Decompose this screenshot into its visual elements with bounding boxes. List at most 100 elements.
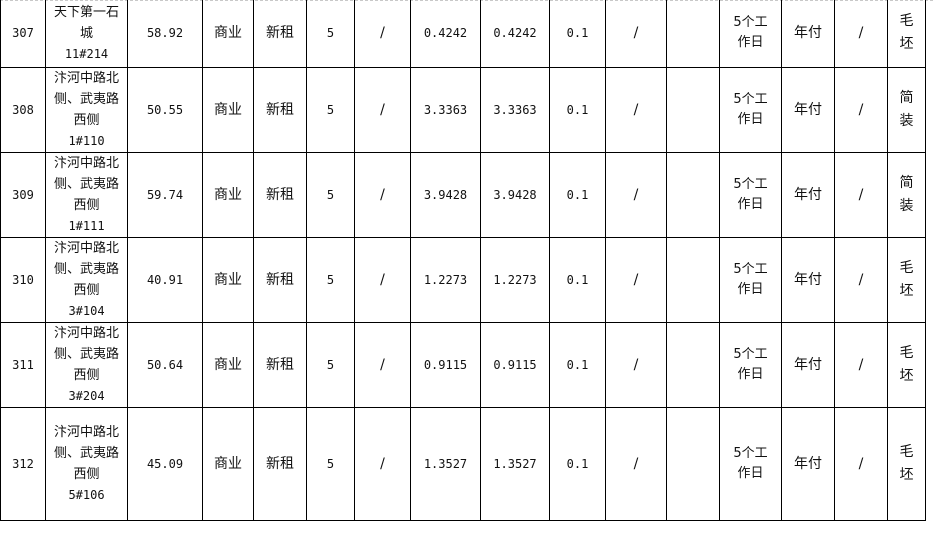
usage: 商业	[202, 0, 254, 68]
col15: /	[834, 66, 888, 153]
price-1: 3.9428	[410, 151, 481, 238]
property-location: 汴河中路北侧、武夷路西侧 1#111	[45, 151, 128, 238]
table-row: 307 天下第一石城 11#214 58.92 商业 新租 5 / 0.4242 …	[0, 0, 926, 68]
increment: 0.1	[549, 0, 606, 68]
price-1: 0.9115	[410, 321, 481, 408]
col15: /	[834, 0, 888, 68]
usage: 商业	[202, 66, 254, 153]
row-number: 309	[0, 151, 46, 238]
decoration: 简装	[887, 151, 926, 238]
decoration: 毛坯	[887, 0, 926, 68]
table-row: 312 汴河中路北侧、武夷路西侧 5#106 45.09 商业 新租 5 / 1.…	[0, 406, 926, 521]
price-1: 1.3527	[410, 406, 481, 521]
price-1: 1.2273	[410, 236, 481, 323]
payment-term: 5个工作日	[719, 151, 782, 238]
lease-type: 新租	[253, 406, 307, 521]
property-location: 汴河中路北侧、武夷路西侧 5#106	[45, 406, 128, 521]
col7: /	[354, 151, 411, 238]
decoration: 毛坯	[887, 406, 926, 521]
property-location: 汴河中路北侧、武夷路西侧 3#104	[45, 236, 128, 323]
table-row: 310 汴河中路北侧、武夷路西侧 3#104 40.91 商业 新租 5 / 1.…	[0, 236, 926, 323]
lease-years: 5	[306, 236, 355, 323]
price-2: 1.3527	[480, 406, 550, 521]
increment: 0.1	[549, 66, 606, 153]
col11: /	[605, 151, 667, 238]
col15: /	[834, 151, 888, 238]
price-2: 3.9428	[480, 151, 550, 238]
lease-type: 新租	[253, 66, 307, 153]
row-number: 307	[0, 0, 46, 68]
col12	[666, 0, 720, 68]
lease-type: 新租	[253, 0, 307, 68]
price-1: 3.3363	[410, 66, 481, 153]
col12	[666, 406, 720, 521]
payment-term: 5个工作日	[719, 321, 782, 408]
col7: /	[354, 236, 411, 323]
payment-method: 年付	[781, 66, 835, 153]
payment-method: 年付	[781, 406, 835, 521]
increment: 0.1	[549, 406, 606, 521]
row-number: 310	[0, 236, 46, 323]
price-2: 0.9115	[480, 321, 550, 408]
col11: /	[605, 66, 667, 153]
price-2: 1.2273	[480, 236, 550, 323]
lease-years: 5	[306, 151, 355, 238]
unit-code: 5#106	[68, 487, 105, 502]
usage: 商业	[202, 406, 254, 521]
col15: /	[834, 236, 888, 323]
col15: /	[834, 321, 888, 408]
area: 45.09	[127, 406, 203, 521]
col11: /	[605, 321, 667, 408]
area: 58.92	[127, 0, 203, 68]
usage: 商业	[202, 151, 254, 238]
lease-type: 新租	[253, 151, 307, 238]
location-name: 汴河中路北侧、武夷路西侧	[53, 70, 119, 128]
payment-method: 年付	[781, 0, 835, 68]
lease-years: 5	[306, 406, 355, 521]
usage: 商业	[202, 236, 254, 323]
col11: /	[605, 0, 667, 68]
lease-years: 5	[306, 66, 355, 153]
table-row: 309 汴河中路北侧、武夷路西侧 1#111 59.74 商业 新租 5 / 3.…	[0, 151, 926, 238]
lease-years: 5	[306, 0, 355, 68]
unit-code: 1#111	[68, 218, 105, 233]
property-location: 汴河中路北侧、武夷路西侧 1#110	[45, 66, 128, 153]
payment-term: 5个工作日	[719, 66, 782, 153]
table-row: 308 汴河中路北侧、武夷路西侧 1#110 50.55 商业 新租 5 / 3.…	[0, 66, 926, 153]
col7: /	[354, 0, 411, 68]
location-name: 汴河中路北侧、武夷路西侧	[53, 240, 119, 298]
payment-term: 5个工作日	[719, 236, 782, 323]
lease-type: 新租	[253, 321, 307, 408]
col11: /	[605, 236, 667, 323]
payment-method: 年付	[781, 236, 835, 323]
decoration: 毛坯	[887, 236, 926, 323]
col12	[666, 151, 720, 238]
increment: 0.1	[549, 236, 606, 323]
row-number: 312	[0, 406, 46, 521]
price-1: 0.4242	[410, 0, 481, 68]
table-row: 311 汴河中路北侧、武夷路西侧 3#204 50.64 商业 新租 5 / 0.…	[0, 321, 926, 408]
location-name: 汴河中路北侧、武夷路西侧	[53, 155, 119, 213]
col11: /	[605, 406, 667, 521]
property-location: 天下第一石城 11#214	[45, 0, 128, 68]
area: 50.64	[127, 321, 203, 408]
area: 40.91	[127, 236, 203, 323]
increment: 0.1	[549, 321, 606, 408]
col7: /	[354, 66, 411, 153]
decoration: 简装	[887, 66, 926, 153]
area: 50.55	[127, 66, 203, 153]
col7: /	[354, 406, 411, 521]
location-name: 汴河中路北侧、武夷路西侧	[53, 424, 119, 482]
usage: 商业	[202, 321, 254, 408]
row-number: 308	[0, 66, 46, 153]
location-name: 天下第一石城	[53, 4, 119, 41]
lease-type: 新租	[253, 236, 307, 323]
area: 59.74	[127, 151, 203, 238]
row-number: 311	[0, 321, 46, 408]
decoration: 毛坯	[887, 321, 926, 408]
unit-code: 11#214	[64, 46, 109, 61]
col15: /	[834, 406, 888, 521]
unit-code: 1#110	[68, 133, 105, 148]
property-table: 307 天下第一石城 11#214 58.92 商业 新租 5 / 0.4242 …	[0, 0, 926, 521]
lease-years: 5	[306, 321, 355, 408]
